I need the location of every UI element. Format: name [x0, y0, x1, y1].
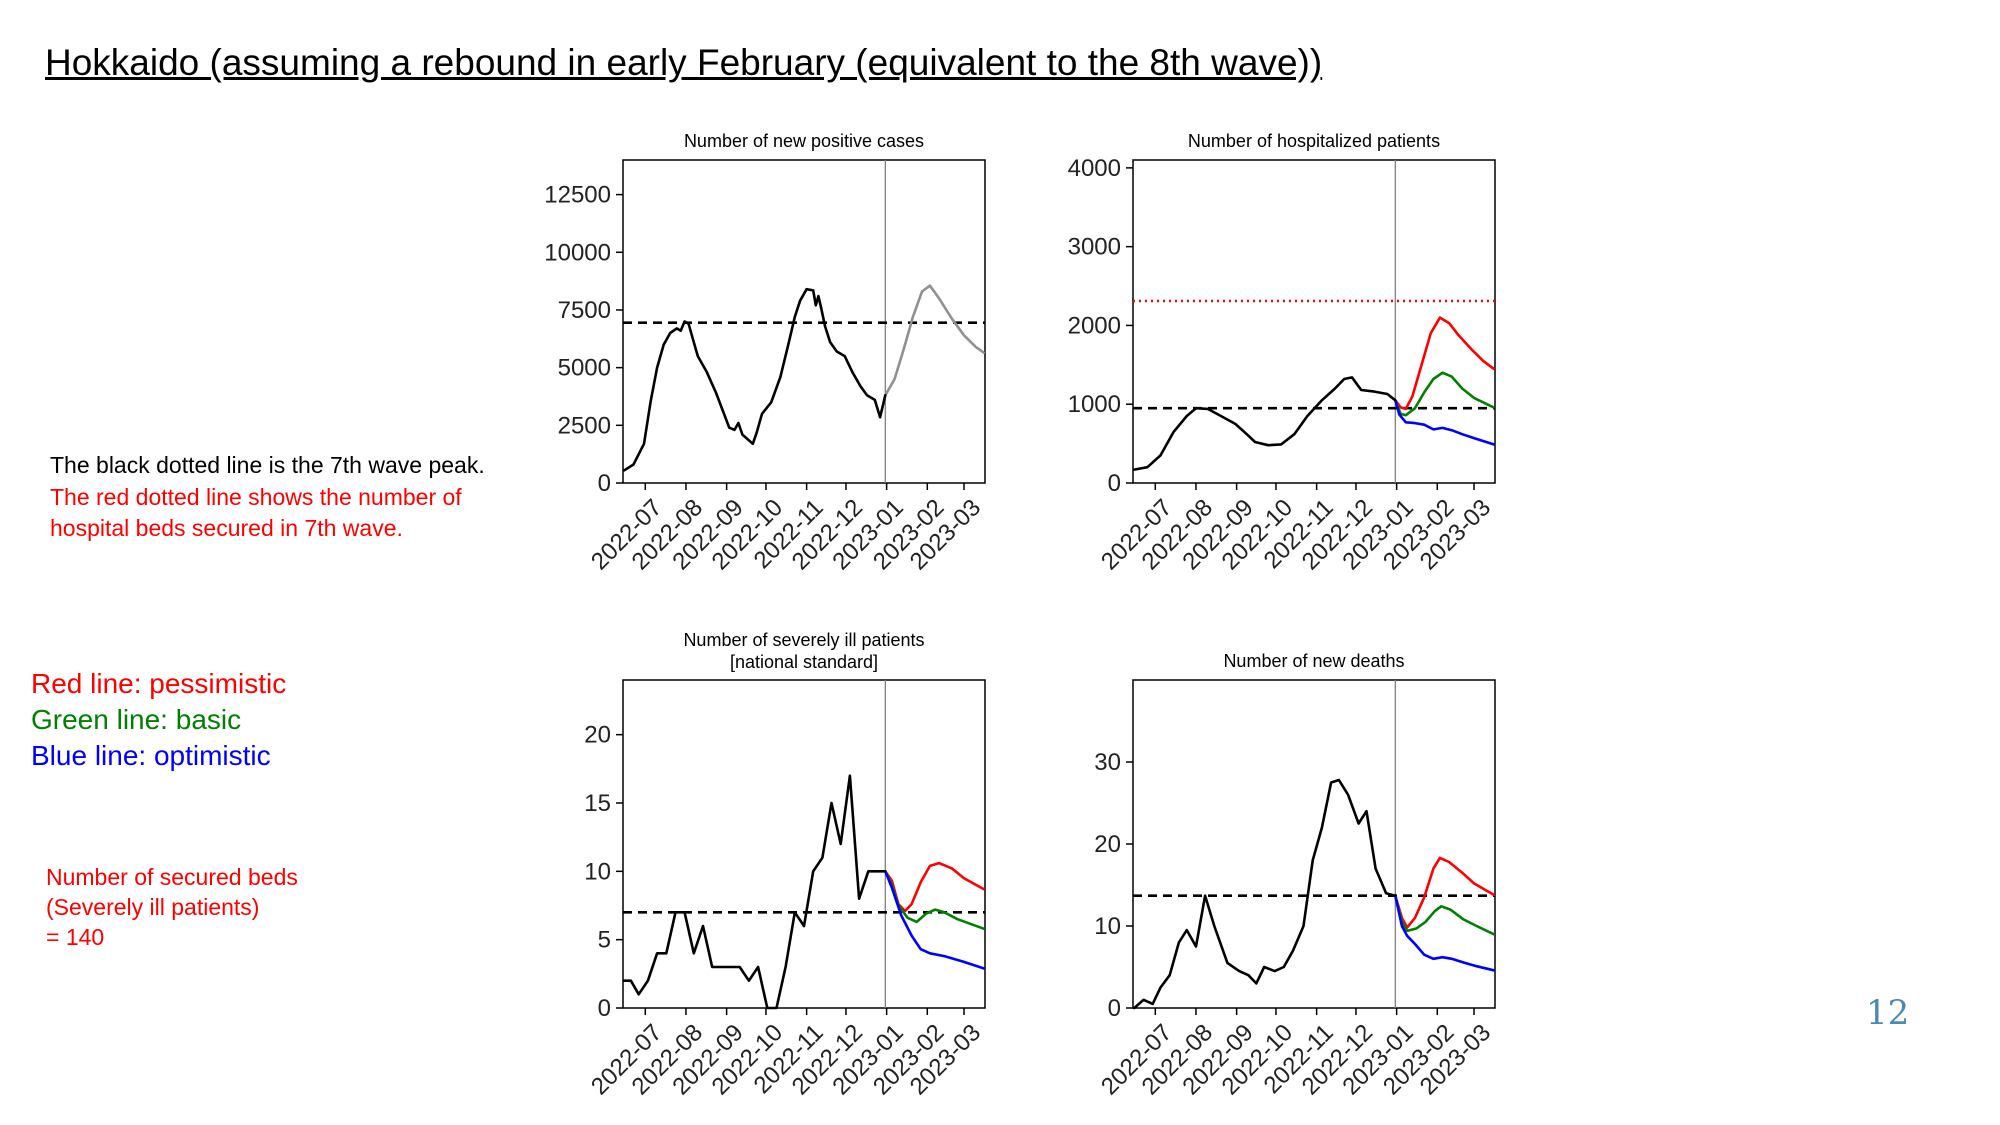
y-tick-label: 2000: [1068, 312, 1121, 339]
series-line-projection: [884, 284, 985, 397]
y-tick-label: 10: [1094, 913, 1121, 940]
y-tick-label: 12500: [544, 182, 611, 209]
series-line-actual: [1133, 778, 1397, 1010]
plot-frame: [1132, 159, 1496, 484]
y-tick-label: 4000: [1068, 155, 1121, 182]
y-tick-label: 0: [1108, 995, 1121, 1022]
y-tick-label: 0: [598, 995, 611, 1022]
chart-title: Number of new deaths: [1223, 651, 1404, 671]
y-tick-label: 5000: [558, 355, 611, 382]
series-line-pessimistic: [1394, 316, 1495, 411]
page-number: 12: [1866, 993, 1910, 1033]
series-line-optimistic: [1394, 894, 1495, 972]
chart-severely-ill-patients: Number of severely ill patients[national…: [584, 630, 986, 1100]
chart-title: Number of new positive cases: [684, 131, 924, 151]
y-tick-label: 15: [584, 790, 611, 817]
chart-title: Number of severely ill patients: [683, 630, 924, 650]
y-tick-label: 2500: [558, 412, 611, 439]
y-tick-label: 0: [1108, 470, 1121, 497]
secured-beds-line-1: Number of secured beds: [46, 864, 298, 890]
series-line-pessimistic: [1394, 856, 1495, 929]
chart-title: Number of hospitalized patients: [1188, 131, 1440, 151]
chart-hospitalized-patients: Number of hospitalized patients 0 1000 2000…: [1068, 131, 1497, 575]
note-red-line-1: The red dotted line shows the number of: [50, 484, 462, 510]
y-tick-label: 1000: [1068, 391, 1121, 418]
y-tick-label: 30: [1094, 749, 1121, 776]
secured-beds-line-3: = 140: [46, 924, 105, 950]
legend-optimistic: Blue line: optimistic: [31, 740, 271, 771]
series-line-basic: [1394, 894, 1495, 936]
series-line-actual: [623, 287, 887, 472]
series-line-optimistic: [1394, 399, 1495, 446]
note-red-line-2: hospital beds secured in 7th wave.: [50, 515, 403, 541]
plot-frame: [622, 679, 986, 1009]
series-line-optimistic: [884, 870, 985, 970]
chart-new-deaths: Number of new deaths01020302022-072022-0…: [1094, 651, 1496, 1100]
note-black-line: The black dotted line is the 7th wave pe…: [50, 452, 485, 478]
page-title: Hokkaido (assuming a rebound in early Fe…: [45, 42, 1323, 83]
scenario-legend: Red line: pessimistic Green line: basic …: [31, 666, 286, 774]
y-tick-label: 0: [598, 470, 611, 497]
y-tick-label: 3000: [1068, 234, 1121, 261]
series-line-actual: [1133, 376, 1397, 471]
secured-beds-note: Number of secured beds (Severely ill pat…: [46, 862, 298, 952]
y-tick-label: 20: [584, 722, 611, 749]
chart-title: [national standard]: [730, 652, 878, 672]
y-tick-label: 20: [1094, 831, 1121, 858]
y-tick-label: 7500: [558, 297, 611, 324]
series-line-basic: [1394, 371, 1495, 417]
y-tick-label: 5: [598, 927, 611, 954]
chart-new-positive-cases: Number of new positive cases 0 2500 5000 750…: [544, 131, 986, 575]
y-tick-label: 10000: [544, 239, 611, 266]
legend-basic: Green line: basic: [31, 704, 242, 735]
series-line-pessimistic: [884, 861, 985, 913]
y-tick-label: 10: [584, 858, 611, 885]
series-line-actual: [623, 774, 887, 1010]
secured-beds-line-2: (Severely ill patients): [46, 894, 260, 920]
legend-pessimistic: Red line: pessimistic: [31, 668, 287, 699]
